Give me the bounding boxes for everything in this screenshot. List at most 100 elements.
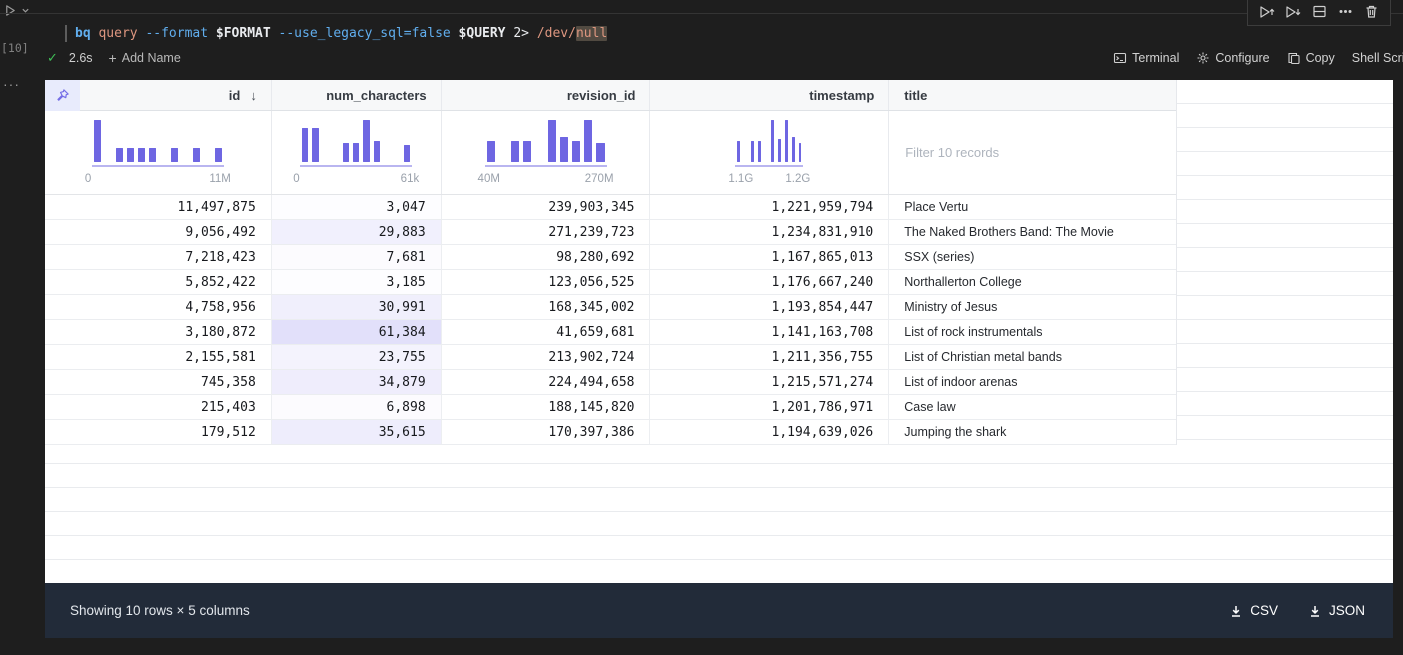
- histogram-bin: [750, 141, 754, 162]
- cell-id[interactable]: 11,497,875: [45, 195, 272, 219]
- cell-id[interactable]: 215,403: [45, 395, 272, 419]
- cell-timestamp[interactable]: 1,221,959,794: [650, 195, 890, 219]
- table-row: 4,758,956 30,991 168,345,002 1,193,854,447 M…: [45, 295, 1176, 320]
- copy-button[interactable]: Copy: [1287, 51, 1335, 65]
- cell-title[interactable]: List of indoor arenas: [904, 375, 1018, 389]
- cell-id[interactable]: 4,758,956: [45, 295, 272, 319]
- run-below-icon[interactable]: [1285, 3, 1302, 20]
- split-cell-icon[interactable]: [1311, 3, 1328, 20]
- cell-id[interactable]: 7,218,423: [45, 245, 272, 269]
- cell-id[interactable]: 9,056,492: [45, 220, 272, 244]
- terminal-icon: [1114, 52, 1127, 64]
- histogram-baseline: [735, 165, 804, 167]
- cell-title[interactable]: Case law: [904, 400, 956, 414]
- cell-title[interactable]: SSX (series): [904, 250, 975, 264]
- shell-command[interactable]: bq query --format $FORMAT --use_legacy_s…: [75, 26, 608, 41]
- cell-gutter: [10] ···: [0, 0, 45, 655]
- cell-timestamp[interactable]: 1,141,163,708: [650, 320, 890, 344]
- cell-id[interactable]: 179,512: [45, 420, 272, 444]
- sort-desc-icon[interactable]: ↓: [250, 87, 257, 103]
- filter-text-input[interactable]: Filter 10 records: [905, 145, 1000, 160]
- delete-icon[interactable]: [1363, 3, 1380, 20]
- configure-button[interactable]: Configure: [1196, 51, 1270, 65]
- histogram-bars[interactable]: [735, 120, 803, 162]
- cell-title[interactable]: List of Christian metal bands: [904, 350, 1062, 364]
- histogram-bin: [342, 143, 350, 162]
- histogram-filter-num_characters[interactable]: 0 61k: [272, 111, 442, 194]
- cell-timestamp[interactable]: 1,176,667,240: [650, 270, 890, 294]
- cell-num_characters[interactable]: 35,615: [271, 420, 442, 444]
- run-cell-button[interactable]: [4, 4, 30, 17]
- histogram-bin: [584, 120, 593, 162]
- cell-revision_id[interactable]: 98,280,692: [442, 245, 651, 269]
- cell-num_characters[interactable]: 3,047: [272, 195, 442, 219]
- column-header-revision_id[interactable]: revision_id: [442, 80, 651, 110]
- cell-id[interactable]: 3,180,872: [45, 320, 272, 344]
- cell-timestamp[interactable]: 1,215,571,274: [650, 370, 890, 394]
- column-header-title[interactable]: title: [889, 80, 1176, 110]
- cell-num_characters[interactable]: 61,384: [271, 320, 442, 344]
- cell-id[interactable]: 5,852,422: [45, 270, 272, 294]
- cell-title[interactable]: List of rock instrumentals: [904, 325, 1043, 339]
- cell-timestamp[interactable]: 1,167,865,013: [650, 245, 890, 269]
- cell-revision_id[interactable]: 271,239,723: [442, 220, 651, 244]
- shell-script-label[interactable]: Shell Script: [1351, 51, 1403, 65]
- cell-revision_id[interactable]: 224,494,658: [442, 370, 651, 394]
- cell-num_characters[interactable]: 7,681: [272, 245, 442, 269]
- terminal-button[interactable]: Terminal: [1113, 51, 1179, 65]
- cell-title[interactable]: The Naked Brothers Band: The Movie: [904, 225, 1114, 239]
- cell-num_characters[interactable]: 29,883: [271, 220, 442, 244]
- code-line[interactable]: bq query --format $FORMAT --use_legacy_s…: [65, 24, 608, 43]
- cell-status-row: ✓ 2.6s + Add Name: [45, 48, 181, 68]
- execution-count: [10]: [1, 41, 29, 55]
- cell-timestamp[interactable]: 1,194,639,026: [650, 420, 890, 444]
- cell-timestamp[interactable]: 1,211,356,755: [650, 345, 890, 369]
- cell-id[interactable]: 745,358: [45, 370, 272, 394]
- cell-revision_id[interactable]: 41,659,681: [442, 320, 651, 344]
- cell-title[interactable]: Northallerton College: [904, 275, 1022, 289]
- cell-revision_id[interactable]: 168,345,002: [442, 295, 651, 319]
- histogram-bin: [784, 120, 788, 162]
- histogram-bin: [302, 128, 309, 162]
- command-token: query: [98, 26, 146, 41]
- pin-column-button[interactable]: [45, 80, 80, 111]
- histogram-filter-timestamp[interactable]: 1.1G 1.2G: [650, 111, 890, 194]
- command-token: --use_legacy_sql=false: [278, 26, 459, 41]
- cell-num_characters[interactable]: 6,898: [272, 395, 442, 419]
- cell-revision_id[interactable]: 188,145,820: [442, 395, 651, 419]
- column-header-id[interactable]: id ↓: [80, 80, 272, 110]
- cell-num_characters[interactable]: 30,991: [271, 295, 442, 319]
- add-name-button[interactable]: + Add Name: [108, 50, 181, 66]
- histogram-filter-id[interactable]: 0 11M: [45, 111, 272, 194]
- more-icon[interactable]: [1337, 3, 1354, 20]
- column-header-num_characters[interactable]: num_characters: [272, 80, 442, 110]
- cell-revision_id[interactable]: 239,903,345: [442, 195, 651, 219]
- histogram-filter-revision_id[interactable]: 40M 270M: [442, 111, 651, 194]
- drag-handle-icon[interactable]: ···: [3, 76, 20, 92]
- histogram-baseline: [484, 165, 607, 167]
- cell-action-bar: Terminal Configure Copy Shell Script: [1113, 48, 1403, 68]
- cell-id[interactable]: 2,155,581: [45, 345, 272, 369]
- cell-revision_id[interactable]: 213,902,724: [442, 345, 651, 369]
- chevron-down-icon: [22, 8, 29, 13]
- cell-timestamp[interactable]: 1,234,831,910: [650, 220, 890, 244]
- cell-num_characters[interactable]: 3,185: [272, 270, 442, 294]
- cell-timestamp[interactable]: 1,201,786,971: [650, 395, 890, 419]
- histogram-bars[interactable]: [92, 120, 224, 162]
- cell-title[interactable]: Jumping the shark: [904, 425, 1007, 439]
- cell-revision_id[interactable]: 170,397,386: [442, 420, 651, 444]
- histogram-range-labels: 40M 270M: [478, 173, 614, 185]
- cell-title[interactable]: Place Vertu: [904, 200, 969, 214]
- download-csv-button[interactable]: CSV: [1229, 603, 1278, 618]
- histogram-bars[interactable]: [485, 120, 607, 162]
- cell-timestamp[interactable]: 1,193,854,447: [650, 295, 890, 319]
- histogram-bars[interactable]: [300, 120, 412, 162]
- cell-num_characters[interactable]: 34,879: [271, 370, 442, 394]
- download-json-button[interactable]: JSON: [1308, 603, 1365, 618]
- cell-revision_id[interactable]: 123,056,525: [442, 270, 651, 294]
- run-above-icon[interactable]: [1259, 3, 1276, 20]
- cell-num_characters[interactable]: 23,755: [271, 345, 442, 369]
- column-header-timestamp[interactable]: timestamp: [650, 80, 890, 110]
- cell-title[interactable]: Ministry of Jesus: [904, 300, 998, 314]
- histogram-max-label: 11M: [209, 173, 231, 185]
